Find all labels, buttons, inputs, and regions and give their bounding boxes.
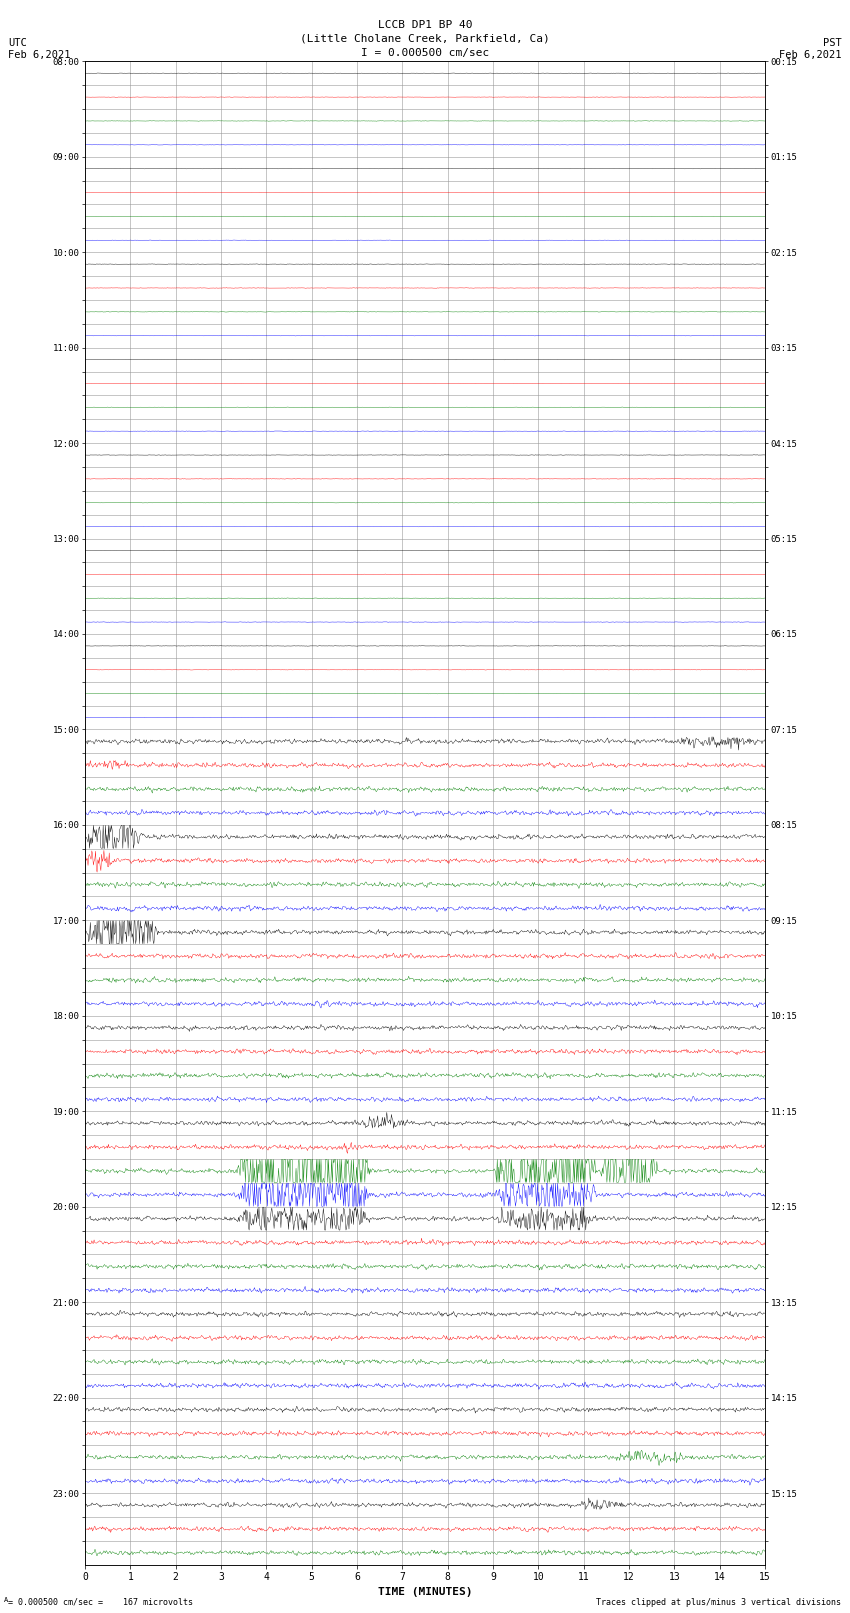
Text: A: A [4,1597,8,1603]
Text: Feb 6,2021: Feb 6,2021 [779,50,842,60]
Text: Feb 6,2021: Feb 6,2021 [8,50,71,60]
Title: LCCB DP1 BP 40
(Little Cholane Creek, Parkfield, Ca)
I = 0.000500 cm/sec: LCCB DP1 BP 40 (Little Cholane Creek, Pa… [300,19,550,58]
Text: UTC: UTC [8,39,27,48]
Text: PST: PST [823,39,842,48]
Text: = 0.000500 cm/sec =    167 microvolts: = 0.000500 cm/sec = 167 microvolts [8,1597,194,1607]
X-axis label: TIME (MINUTES): TIME (MINUTES) [377,1587,473,1597]
Text: Traces clipped at plus/minus 3 vertical divisions: Traces clipped at plus/minus 3 vertical … [597,1597,842,1607]
